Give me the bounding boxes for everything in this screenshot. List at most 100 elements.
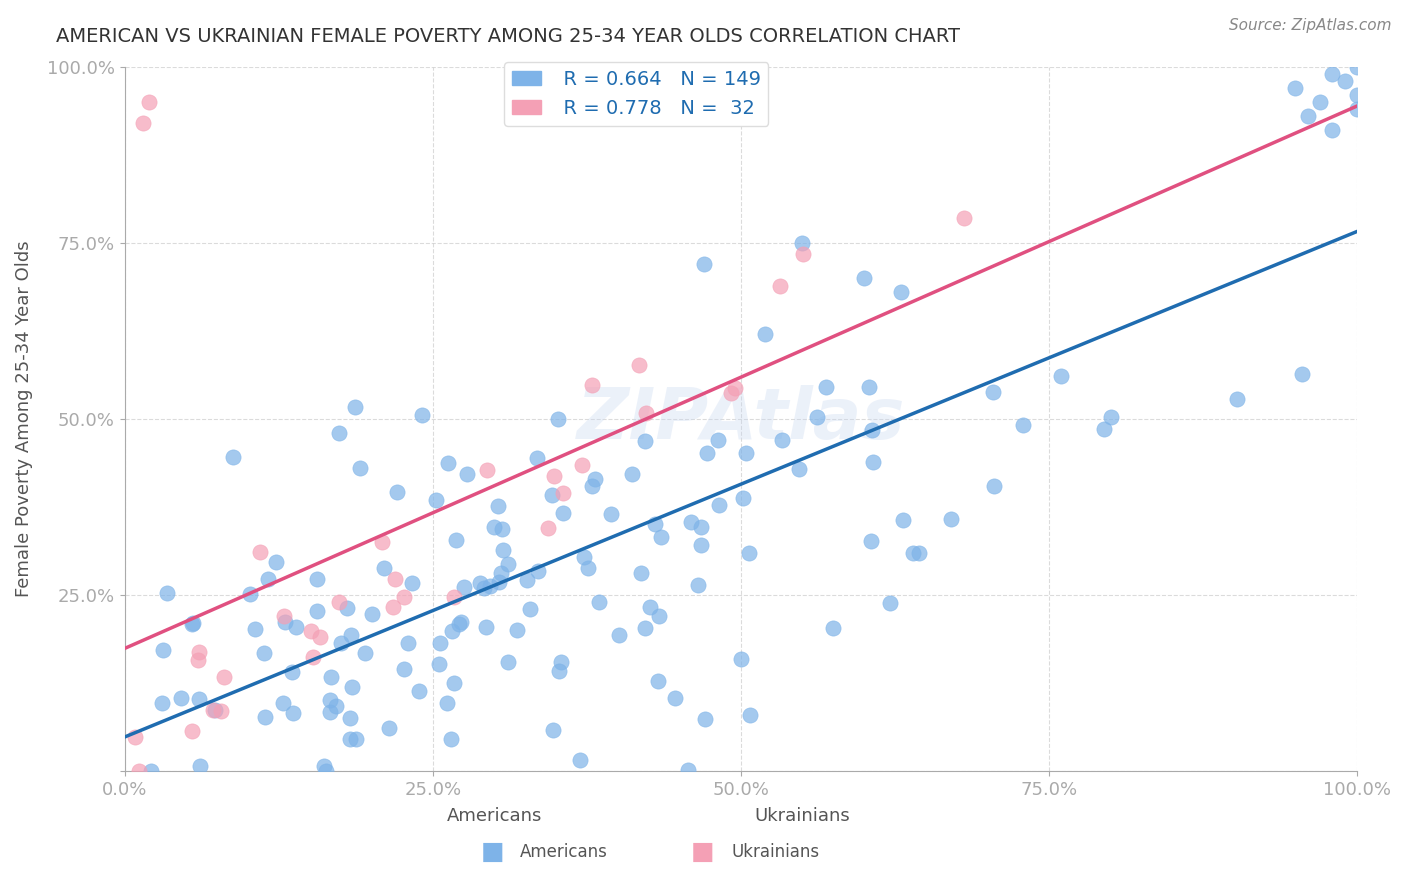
Point	[516, 574, 538, 588]
Text: AMERICAN VS UKRAINIAN FEMALE POVERTY AMONG 25-34 YEAR OLDS CORRELATION CHART: AMERICAN VS UKRAINIAN FEMALE POVERTY AMO…	[56, 27, 960, 45]
Point	[792, 247, 814, 261]
Point	[706, 433, 728, 447]
Point	[860, 423, 883, 437]
Point	[321, 670, 343, 684]
Point	[1291, 367, 1313, 381]
Point	[952, 211, 974, 225]
Point	[686, 578, 709, 592]
Point	[519, 601, 541, 615]
Point	[468, 576, 491, 591]
Point	[506, 624, 529, 638]
Point	[1296, 109, 1319, 123]
Point	[571, 458, 593, 472]
Point	[1333, 73, 1355, 87]
Point	[319, 692, 342, 706]
Point	[526, 564, 548, 578]
Point	[373, 561, 395, 575]
Point	[695, 712, 717, 726]
Point	[823, 621, 845, 635]
Point	[627, 358, 650, 372]
Text: Americans: Americans	[520, 843, 609, 861]
Point	[254, 710, 277, 724]
Point	[299, 624, 322, 639]
Point	[302, 650, 325, 665]
Point	[770, 434, 793, 448]
Point	[630, 566, 652, 580]
Point	[733, 491, 755, 505]
Point	[600, 507, 623, 521]
Point	[339, 732, 361, 747]
Point	[858, 380, 880, 394]
Point	[769, 278, 792, 293]
Point	[281, 706, 304, 720]
Point	[634, 434, 657, 449]
Text: ■: ■	[481, 840, 503, 863]
Point	[437, 456, 460, 470]
Point	[181, 617, 204, 632]
Point	[526, 450, 548, 465]
Point	[547, 412, 569, 426]
Point	[754, 327, 776, 342]
Point	[1309, 95, 1331, 109]
Point	[1322, 67, 1344, 81]
Point	[181, 616, 204, 631]
Point	[309, 630, 332, 644]
Point	[690, 520, 713, 534]
Point	[188, 759, 211, 773]
Point	[440, 732, 463, 747]
Point	[806, 410, 828, 425]
Point	[738, 546, 761, 560]
Point	[382, 599, 405, 614]
Point	[314, 758, 336, 772]
Point	[271, 696, 294, 710]
Point	[155, 586, 177, 600]
Point	[257, 572, 280, 586]
Point	[588, 595, 610, 609]
Point	[427, 657, 450, 671]
Point	[340, 680, 363, 694]
Point	[330, 636, 353, 650]
Point	[621, 467, 644, 481]
Point	[569, 753, 592, 767]
Point	[814, 380, 837, 394]
Point	[384, 572, 406, 586]
Point	[328, 425, 350, 440]
Point	[429, 636, 451, 650]
Point	[387, 485, 409, 500]
Point	[707, 498, 730, 512]
Point	[543, 469, 565, 483]
Point	[475, 463, 498, 477]
Point	[650, 530, 672, 544]
Point	[720, 385, 742, 400]
Point	[1092, 422, 1115, 436]
Point	[307, 572, 329, 586]
Point	[859, 534, 882, 549]
Point	[1050, 369, 1073, 384]
Point	[551, 506, 574, 520]
Point	[853, 271, 876, 285]
Point	[344, 731, 367, 746]
Point	[273, 609, 295, 624]
Point	[607, 628, 630, 642]
Point	[128, 764, 150, 779]
Point	[396, 636, 419, 650]
Point	[489, 566, 512, 580]
Legend:   R = 0.664   N = 149,   R = 0.778   N =  32: R = 0.664 N = 149, R = 0.778 N = 32	[503, 62, 769, 126]
Point	[740, 707, 762, 722]
Point	[150, 696, 173, 710]
Point	[1346, 102, 1368, 116]
Point	[453, 580, 475, 594]
Point	[679, 515, 702, 529]
Point	[188, 645, 211, 659]
Point	[550, 656, 572, 670]
Point	[371, 534, 394, 549]
Point	[318, 705, 340, 719]
Point	[1346, 87, 1368, 102]
Point	[901, 546, 924, 560]
Point	[456, 467, 478, 481]
Point	[447, 616, 470, 631]
Point	[472, 581, 495, 595]
Point	[488, 574, 510, 589]
Point	[543, 723, 565, 737]
Point	[496, 655, 519, 669]
